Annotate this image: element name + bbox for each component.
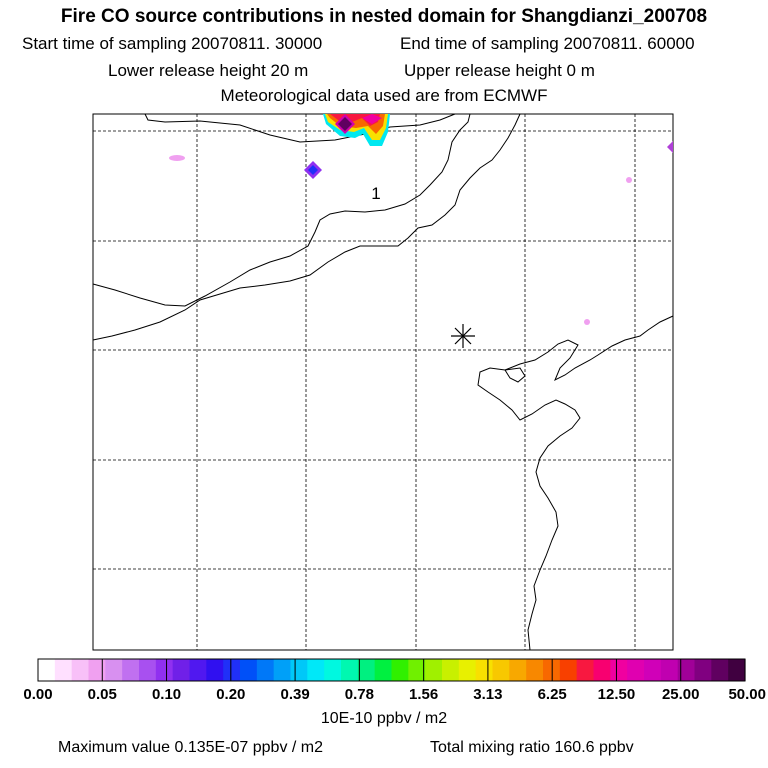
colorbar-swatch [38,659,56,681]
receptor-star-icon [451,324,475,348]
total-mixing-ratio: Total mixing ratio 160.6 ppbv [430,739,634,756]
colorbar-swatch [711,659,729,681]
plume-spot-faint-left [169,155,185,161]
colorbar-swatch [324,659,342,681]
upper-release-height: Upper release height 0 m [404,61,595,80]
colorbar-swatch [240,659,258,681]
plume-spot-southeast [584,319,590,325]
colorbar-frame [37,658,746,682]
colorbar-label: 6.25 [538,686,567,703]
border-line-north [144,113,456,143]
colorbar-label: 0.39 [280,686,309,703]
colorbar-swatch [660,659,679,681]
start-time: Start time of sampling 20070811. 30000 [22,34,323,53]
colorbar-swatch [155,659,174,681]
colorbar-swatch [593,659,611,681]
colorbar-swatch [172,659,191,681]
end-time: End time of sampling 20070811. 60000 [400,34,695,53]
colorbar-label: 25.00 [662,686,700,703]
plume-spot-east [626,177,632,183]
colorbar-label: 12.50 [598,686,636,703]
colorbar-swatch [475,659,494,681]
met-data-source: Meteorological data used are from ECMWF [220,86,548,105]
colorbar-swatch [509,659,527,681]
colorbar-label: 0.78 [345,686,374,703]
colorbar-swatch [189,659,207,681]
colorbar-label: 0.05 [88,686,117,703]
colorbar-label: 50.00 [728,686,766,703]
colorbar-swatch [492,659,510,681]
colorbar-swatch [139,659,157,681]
colorbar: 0.00 0.05 0.10 0.20 0.39 0.78 1.56 3.13 6.25 12.5… [23,658,766,703]
border-line-upper [92,113,471,307]
coastline [477,315,674,651]
colorbar-swatch [694,659,712,681]
colorbar-swatch [391,659,409,681]
plume-cluster-peak [338,117,352,131]
boundary-lines [92,113,674,651]
colorbar-swatch [223,659,241,681]
colorbar-swatch [256,659,275,681]
colorbar-swatch [677,659,696,681]
plume-spot-west-core [308,165,318,175]
border-line-middle [92,113,521,341]
lower-release-height: Lower release height 20 m [108,61,309,80]
coastline-island [504,367,526,383]
plume-spot-far-east [667,141,673,153]
colorbar-label: 0.00 [23,686,52,703]
colorbar-swatch [307,659,325,681]
colorbar-swatch [526,659,544,681]
colorbar-label: 1.56 [409,686,438,703]
colorbar-swatch [105,659,123,681]
plume-hotspots [169,114,673,325]
colorbar-swatch [273,659,292,681]
colorbar-label: 0.20 [216,686,245,703]
colorbar-swatch [442,659,460,681]
colorbar-swatch [341,659,359,681]
colorbar-swatch [54,659,73,681]
colorbar-swatch [408,659,426,681]
colorbar-swatch [71,659,90,681]
colorbar-swatch [206,659,224,681]
marker-label: 1 [371,184,380,203]
colorbar-swatch [425,659,443,681]
colorbar-swatch [290,659,308,681]
plume-cluster-right-core [362,114,382,124]
colorbar-swatch [88,659,106,681]
colorbar-swatch [458,659,477,681]
colorbar-swatch [576,659,595,681]
colorbar-swatch [728,659,746,681]
map-frame [92,113,674,651]
colorbar-swatch [610,659,628,681]
chart-title: Fire CO source contributions in nested d… [60,6,708,27]
colorbar-swatch [357,659,376,681]
colorbar-label: 0.10 [152,686,181,703]
colorbar-swatch [627,659,645,681]
colorbar-swatch [122,659,140,681]
colorbar-swatch [374,659,393,681]
max-value: Maximum value 0.135E-07 ppbv / m2 [58,739,324,756]
colorbar-units: 10E-10 ppbv / m2 [320,710,448,727]
colorbar-swatch [644,659,662,681]
colorbar-label: 3.13 [473,686,502,703]
colorbar-swatch [559,659,578,681]
